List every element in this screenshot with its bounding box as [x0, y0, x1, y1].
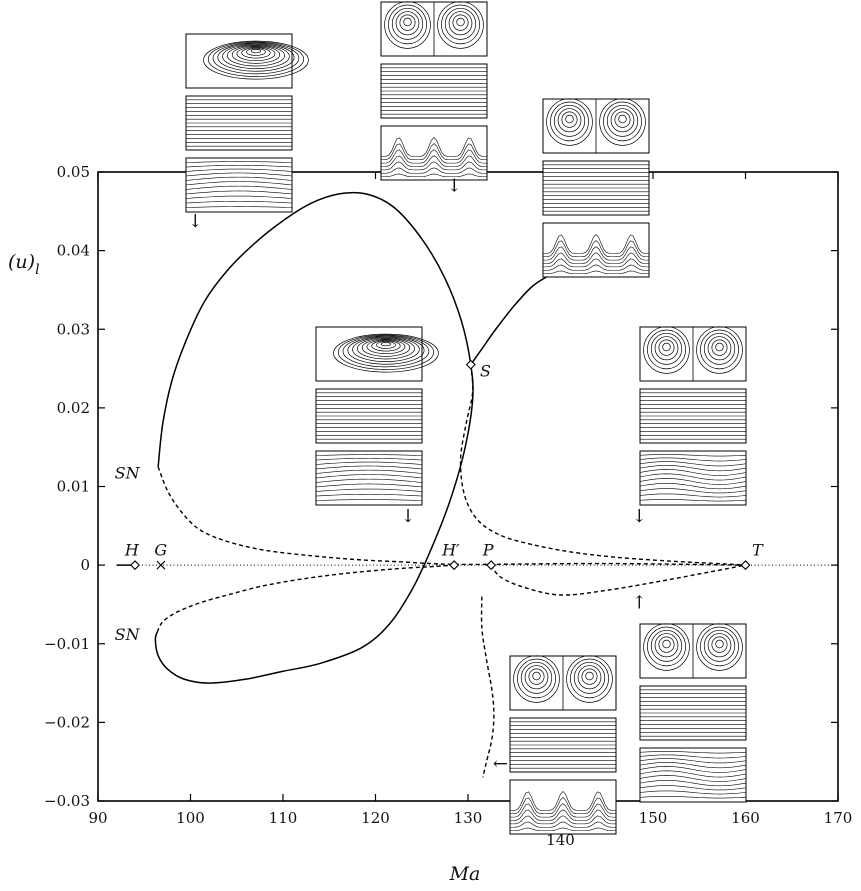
- marker-1-cross: [156, 560, 166, 570]
- inset-mid-center-panel-3: [315, 450, 423, 506]
- inset-mid-right-panel-2: [639, 388, 747, 444]
- x-tick-label: 150: [639, 809, 668, 827]
- marker-5-diamond: [465, 359, 476, 370]
- inset-bottom-right-panel-3: [639, 747, 747, 803]
- x-tick-label: 160: [731, 809, 760, 827]
- inset-bottom-center: [509, 655, 617, 835]
- branch-solid-3: [470, 273, 552, 366]
- inset-bottom-right-panel-1: [639, 623, 747, 679]
- annotation-label: P: [482, 541, 494, 560]
- branch-dashed-4: [157, 466, 746, 566]
- inset-top-center-panel-3: [380, 125, 488, 181]
- inset-top-left-panel-1: [185, 33, 309, 89]
- branch-dashed-7: [490, 564, 746, 596]
- marker-3-diamond: [486, 560, 497, 571]
- y-axis-label: (u)l: [8, 251, 40, 278]
- inset-top-right-panel-2: [542, 160, 650, 216]
- direction-arrow: ↓: [632, 506, 647, 527]
- inset-bottom-center-panel-3: [509, 779, 617, 835]
- annotation-label: S: [480, 361, 491, 380]
- annotation-label: H: [124, 541, 140, 560]
- direction-arrow: ↓: [188, 211, 203, 232]
- inset-mid-center: [315, 326, 439, 506]
- labels: H G H′ P T S SN SN ↓ ↓ ↓ ↓ ↑ ←: [115, 176, 764, 775]
- y-tick-label: 0.03: [57, 320, 90, 338]
- plot-area: 90 100 110 120 130 140 150 160 170 0.05 0.04 0.03 0.…: [8, 163, 852, 885]
- x-axis-label: Ma: [449, 863, 481, 885]
- inset-mid-center-panel-1: [315, 326, 439, 382]
- inset-bottom-right-panel-2: [639, 685, 747, 741]
- annotation-label: H′: [441, 541, 460, 560]
- y-tick-label: −0.02: [44, 713, 90, 731]
- x-tick-label: 100: [176, 809, 205, 827]
- direction-arrow: ←: [493, 754, 508, 775]
- flow-insets: [185, 1, 747, 835]
- inset-top-center-panel-1: [380, 1, 488, 57]
- marker-2-diamond: [449, 560, 460, 571]
- marker-0-diamond: [130, 560, 140, 571]
- inset-mid-center-panel-2: [315, 388, 423, 444]
- inset-bottom-right: [639, 623, 747, 803]
- direction-arrow: ↑: [632, 592, 647, 613]
- y-tick-label: 0.01: [57, 478, 90, 496]
- x-tick-label: 130: [454, 809, 483, 827]
- inset-top-right-panel-1: [542, 98, 650, 154]
- x-tick-label: 120: [361, 809, 390, 827]
- point-markers: [130, 359, 751, 571]
- annotation-label: SN: [115, 464, 141, 483]
- inset-top-center-panel-2: [380, 63, 488, 119]
- y-axis-label-subscript: l: [35, 262, 39, 278]
- y-axis-label-main: (u): [8, 251, 35, 273]
- inset-mid-right-panel-1: [639, 326, 747, 382]
- x-tick-label: 170: [824, 809, 853, 827]
- y-tick-label: 0: [80, 556, 90, 574]
- branch-dashed-6: [459, 364, 746, 566]
- branch-dashed-8: [480, 596, 495, 778]
- x-tick-label: 110: [269, 809, 298, 827]
- x-tick-label: 140: [546, 831, 575, 849]
- marker-4-diamond: [740, 560, 751, 571]
- direction-arrow: ↓: [400, 506, 415, 527]
- inset-top-right: [542, 98, 650, 278]
- annotation-label: SN: [115, 625, 141, 644]
- annotation-label: T: [752, 541, 764, 560]
- inset-top-left-panel-3: [185, 157, 293, 213]
- branch-dashed-5: [156, 564, 455, 633]
- y-tick-label: 0.02: [57, 399, 90, 417]
- y-tick-label: −0.03: [44, 792, 90, 810]
- inset-top-left: [185, 33, 309, 213]
- inset-bottom-center-panel-2: [509, 717, 617, 773]
- direction-arrow: ↓: [447, 176, 462, 197]
- annotation-label: G: [154, 541, 167, 560]
- inset-bottom-center-panel-1: [509, 655, 617, 711]
- x-tick-label: 90: [88, 809, 107, 827]
- inset-top-left-panel-2: [185, 95, 293, 151]
- inset-top-center: [380, 1, 488, 181]
- y-tick-label: 0.04: [57, 242, 90, 260]
- y-tick-label: −0.01: [44, 635, 90, 653]
- inset-top-right-panel-3: [542, 222, 650, 278]
- inset-mid-right: [639, 326, 747, 506]
- y-tick-label: 0.05: [57, 163, 90, 181]
- branch-solid-2: [154, 191, 474, 684]
- inset-mid-right-panel-3: [639, 450, 747, 506]
- curves: [116, 191, 838, 778]
